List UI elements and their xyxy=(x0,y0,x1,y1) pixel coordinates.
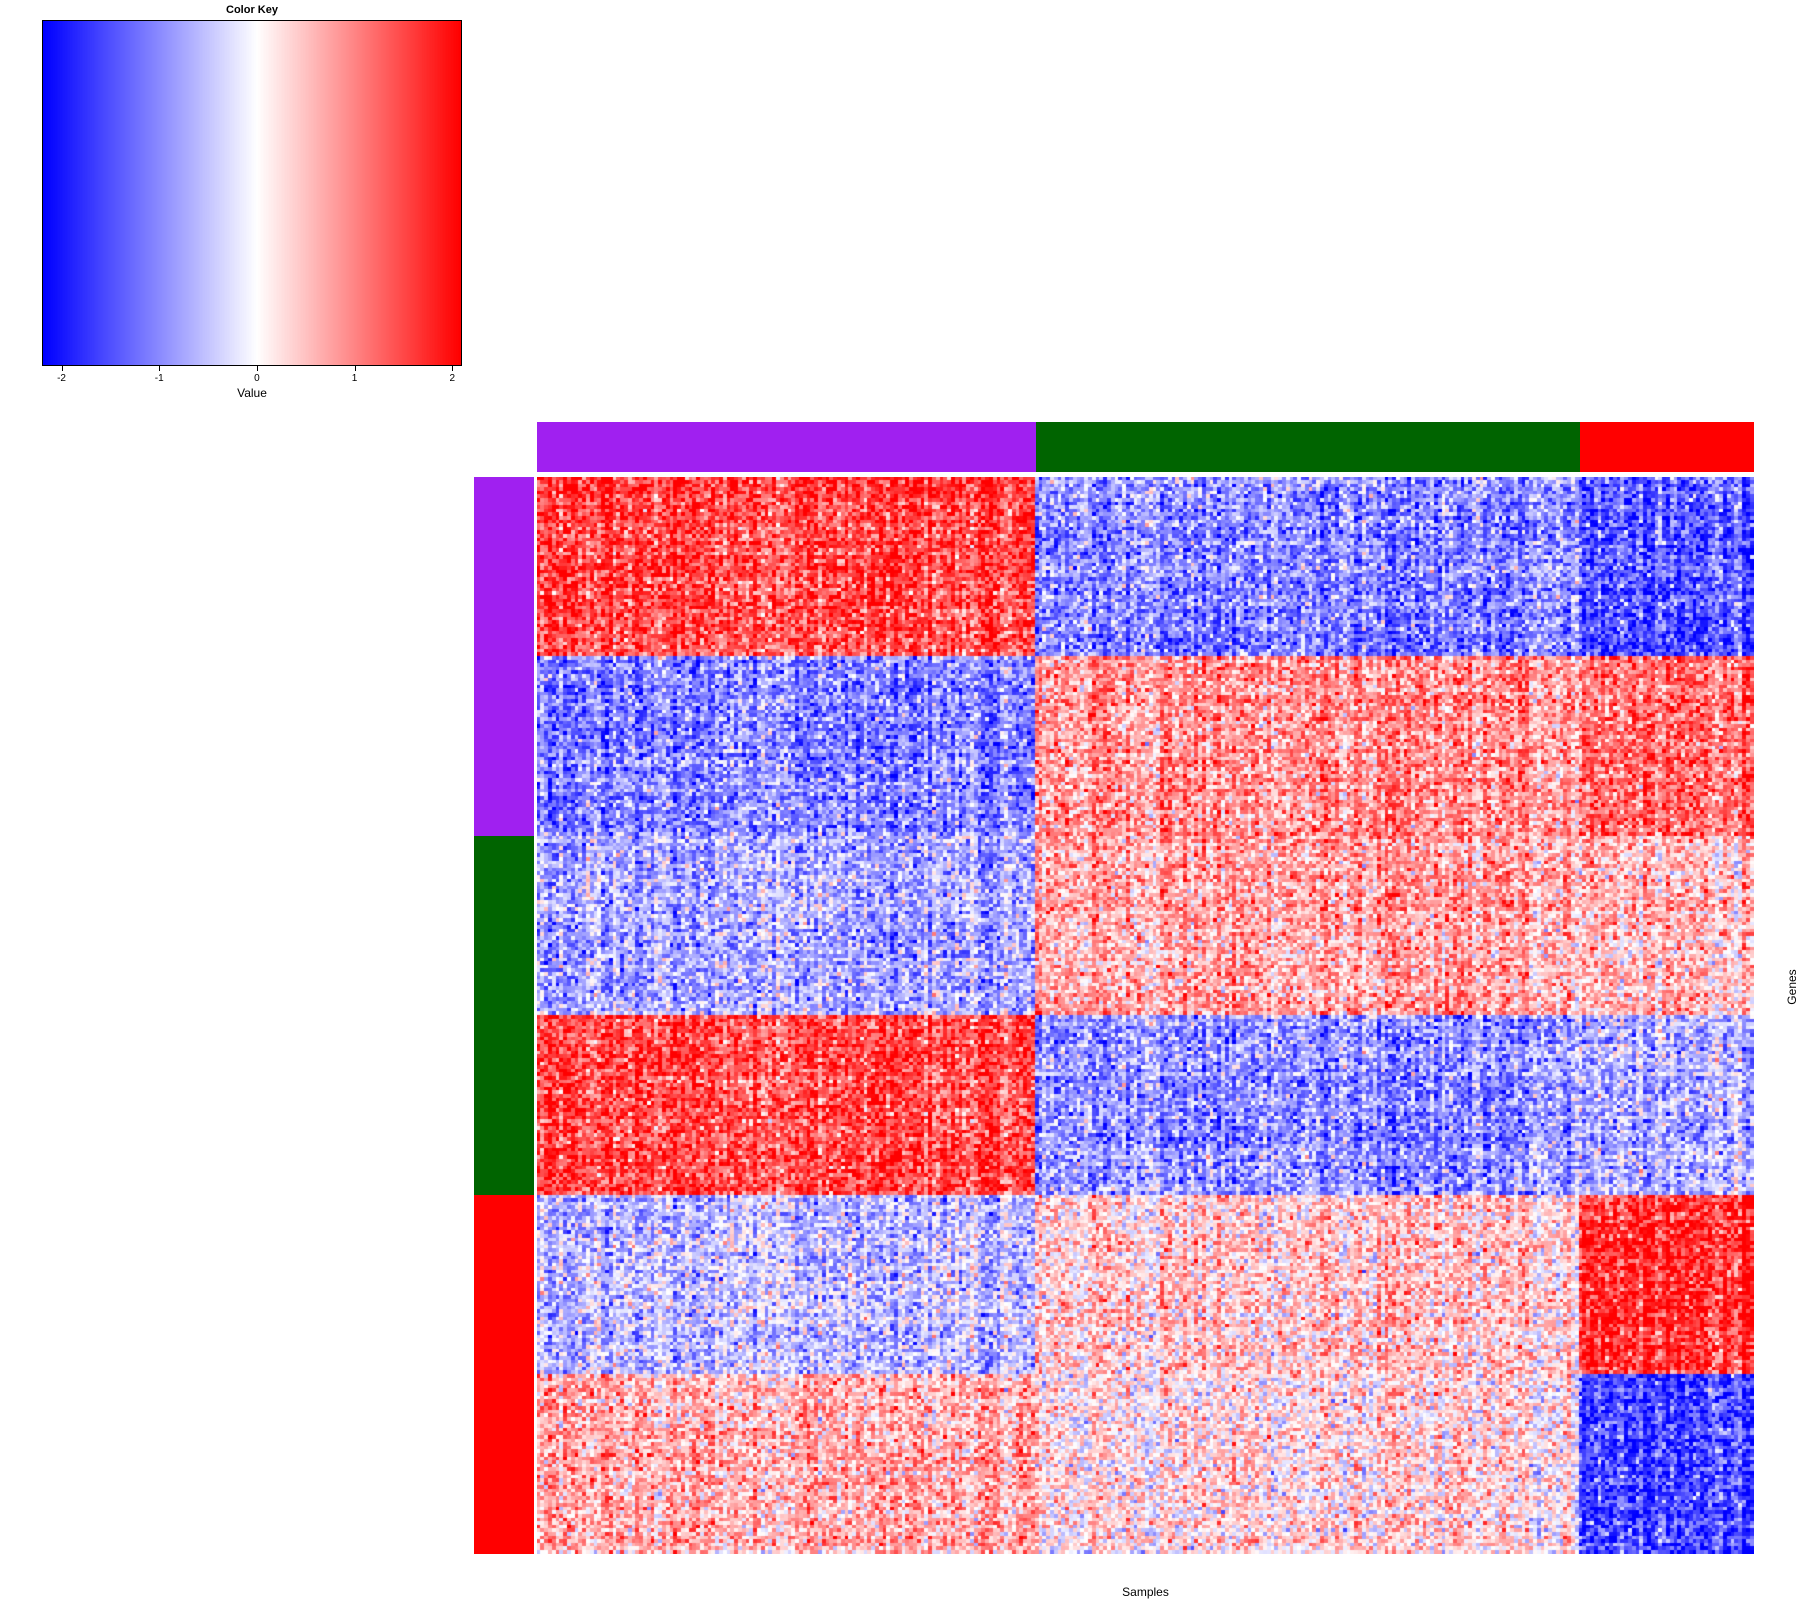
color-key-gradient xyxy=(42,20,462,366)
color-key-tick xyxy=(452,366,454,371)
color-key-tick-label: 0 xyxy=(254,373,260,384)
color-key-tick-label: -1 xyxy=(154,373,164,384)
color-key-tick-label: -2 xyxy=(57,373,66,384)
color-key-axis: -2 -1 0 1 2 xyxy=(42,366,462,396)
row-group-red xyxy=(474,1195,534,1554)
row-side-colorbar xyxy=(474,477,534,1554)
heatmap-grid xyxy=(537,477,1754,1554)
color-key-title: Color Key xyxy=(226,4,278,16)
color-key-xlabel: Value xyxy=(237,386,267,400)
column-side-colorbar xyxy=(537,422,1754,472)
y-axis-label: Genes xyxy=(1785,969,1799,1005)
row-group-purple xyxy=(474,477,534,836)
color-key-tick xyxy=(354,366,356,371)
color-key-tick xyxy=(61,366,63,371)
column-group-red xyxy=(1579,422,1754,472)
color-key-tick xyxy=(159,366,161,371)
column-group-purple xyxy=(537,422,1036,472)
row-group-green xyxy=(474,835,534,1196)
column-group-green xyxy=(1035,422,1580,472)
color-key-tick xyxy=(256,366,258,371)
x-axis-label: Samples xyxy=(1122,1585,1169,1599)
color-key-tick-label: 2 xyxy=(449,373,455,384)
color-key-tick-label: 1 xyxy=(351,373,358,384)
